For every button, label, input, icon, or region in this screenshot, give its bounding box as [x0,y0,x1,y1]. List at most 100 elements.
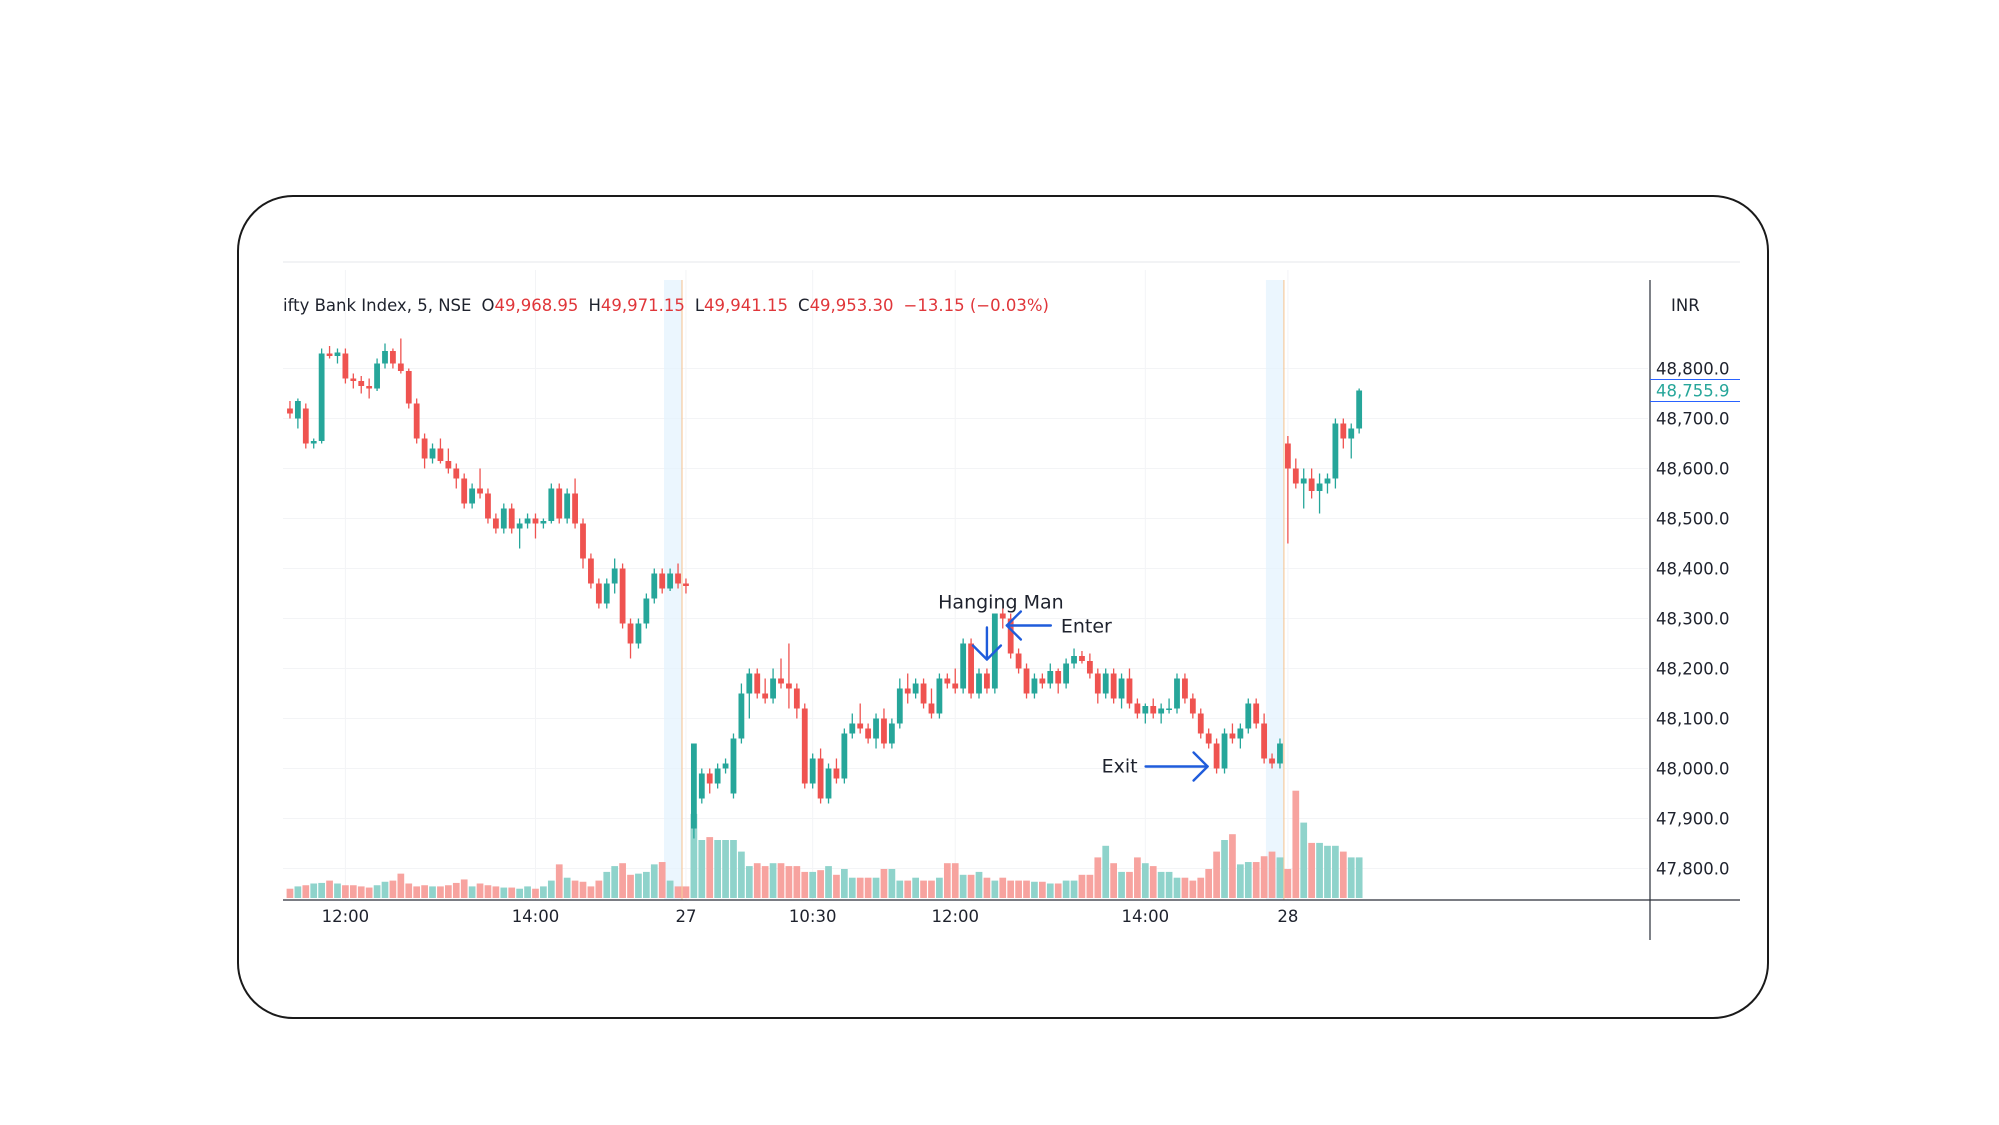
volume-bar [603,871,611,898]
volume-bar [682,886,690,898]
candle-body [429,448,436,459]
volume-bar [698,840,706,898]
interval: 5 [417,296,428,315]
volume-bar [714,840,721,898]
candle-body [1094,673,1101,694]
volume-bar [1031,881,1038,898]
candle-body [873,718,879,739]
open-value: 49,968.95 [494,296,578,315]
low-label: L [695,296,705,315]
candle-body [358,381,365,386]
volume-bar [397,873,405,898]
candle-body [912,683,919,694]
candle-body [786,683,792,689]
candles [287,338,1363,839]
candle-body [1071,656,1077,664]
volume-bar [1316,842,1323,898]
candle-body [532,518,539,524]
price-tick-label: 47,800.0 [1656,860,1729,879]
chart-frame [237,195,1769,1019]
volume-bar [722,840,729,898]
candle-body [849,723,856,734]
volume-bar [801,871,809,898]
candle-body [888,723,895,744]
volume-bar [1134,857,1141,898]
candle-body [1118,678,1125,699]
candle-body [318,353,325,441]
volume-bar [524,886,531,898]
candle-body [334,352,341,356]
candle-body [1253,703,1260,724]
volume-bar [904,880,912,898]
volume-bar [1173,877,1181,898]
volume-bar [492,886,500,898]
candle-body [920,683,927,704]
candle-body [999,613,1006,619]
candle-body [469,488,476,504]
candle-body [984,673,990,689]
candle-body [326,353,333,356]
candle-body [706,773,713,784]
candle-body [675,573,681,584]
volume-bar [484,885,492,898]
candle-body [801,708,808,784]
candle-body [1086,661,1093,674]
candle-body [1047,671,1054,684]
volume-bar [951,863,959,898]
candle-body [1324,478,1331,484]
candle-body [540,521,547,524]
time-tick-label: 12:00 [931,907,979,926]
price-axis[interactable]: 48,800.0 48,700.0 48,600.0 48,500.0 48,400.0… [1656,360,1729,879]
volume-bar [1078,874,1086,898]
symbol-name: ifty Bank Index [283,296,407,315]
candle-body [690,743,697,829]
candle-body [1205,733,1212,744]
candle-body [1055,671,1062,684]
volume-bar [967,874,975,898]
hanging-man-label: Hanging Man [938,592,1064,614]
candle-body [516,523,523,529]
time-axis[interactable]: 12:00 14:00 27 10:30 12:00 14:00 28 [322,907,1299,926]
price-tick-label: 48,600.0 [1656,460,1729,479]
candle-body [1284,443,1291,469]
enter-arrow-head [1005,610,1023,641]
candle-body [817,758,824,799]
volume-bar [991,880,999,898]
candle-body [1356,390,1363,429]
candle-body [833,768,840,779]
candle-body [548,488,555,521]
last-price-marker: 48,755.9 [1650,379,1740,403]
candle-body [437,448,444,461]
candle-body [1245,703,1252,729]
volume-bar [690,813,698,898]
candle-body [556,488,563,519]
volume-bar [983,877,991,898]
time-tick-label: 14:00 [512,907,560,926]
candle-body [1261,723,1268,759]
volume-bar [674,886,682,898]
volume-bar [769,863,777,898]
volume-bar [468,886,476,898]
volume-bar [833,874,840,898]
currency-label: INR [1671,296,1700,315]
time-tick-label: 10:30 [789,907,837,926]
volume-bar [508,887,516,898]
candle-body [524,518,531,524]
volume-bar [1126,871,1133,898]
volume-bar [500,887,508,898]
candle-body [1197,713,1204,734]
volume-bar [959,874,967,898]
candle-body [397,363,404,371]
candle-body [683,583,689,586]
high-label: H [588,296,600,315]
candle-body [508,508,515,529]
price-tick-label: 47,900.0 [1656,810,1729,829]
volume-bar [635,873,642,898]
volume-bar [381,881,389,898]
volume-bar [365,887,373,898]
chart-area [283,262,1740,957]
candle-body [1158,708,1165,714]
volume-bar [1324,845,1331,898]
volume-bar [896,880,904,898]
